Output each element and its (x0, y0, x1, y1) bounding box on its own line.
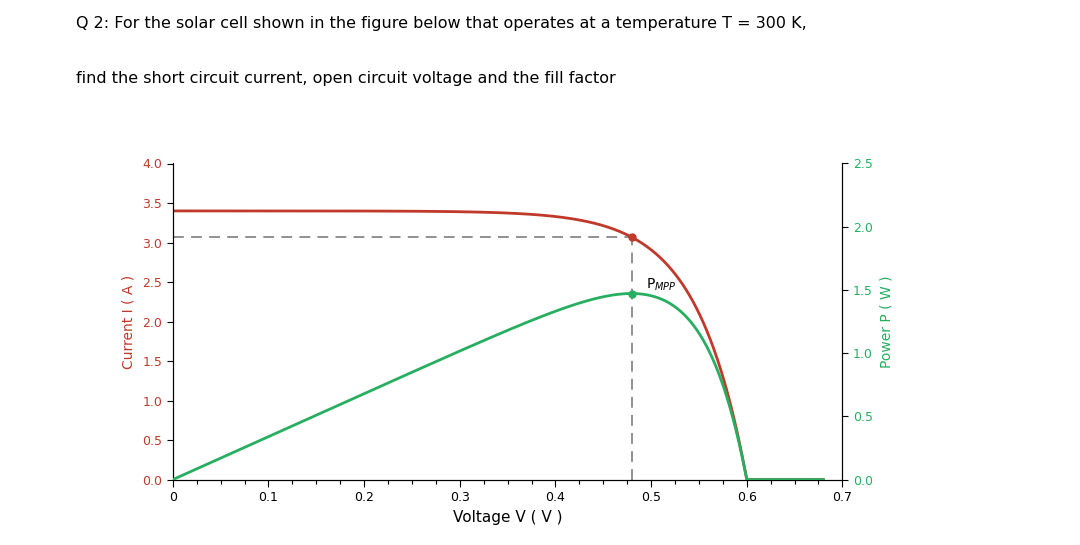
X-axis label: Voltage V ( V ): Voltage V ( V ) (453, 510, 563, 525)
Text: Q 2: For the solar cell shown in the figure below that operates at a temperature: Q 2: For the solar cell shown in the fig… (76, 16, 807, 32)
Y-axis label: Power P ( W ): Power P ( W ) (880, 275, 894, 368)
Y-axis label: Current I ( A ): Current I ( A ) (121, 275, 135, 368)
Text: find the short circuit current, open circuit voltage and the fill factor: find the short circuit current, open cir… (76, 71, 616, 86)
Text: P$_{MPP}$: P$_{MPP}$ (646, 276, 676, 293)
